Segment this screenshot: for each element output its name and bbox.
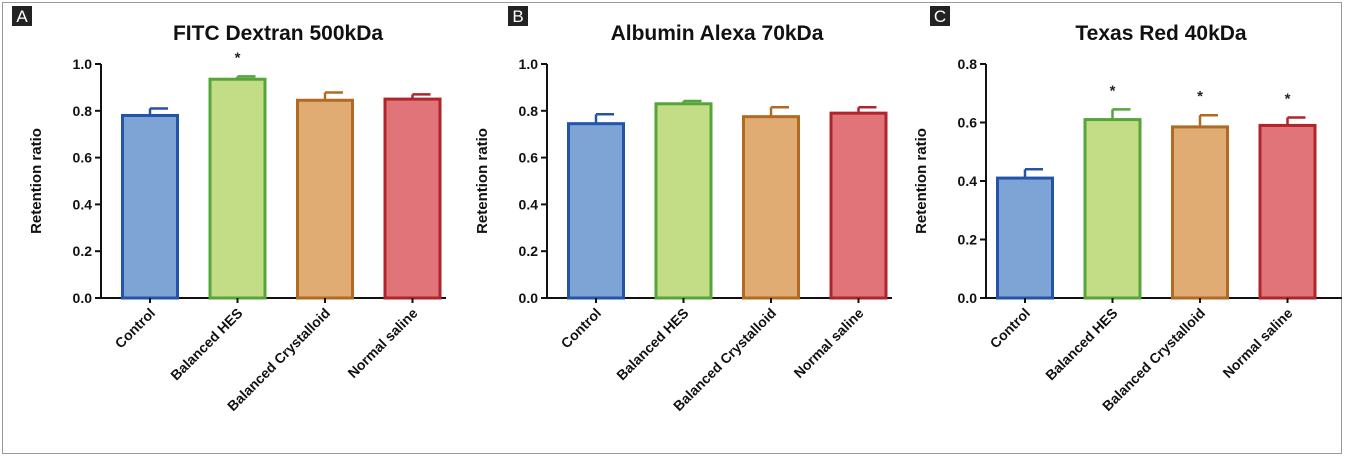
bar [567, 122, 625, 300]
y-axis-label: Retention ratio [28, 128, 45, 234]
panel-label-box [930, 6, 950, 26]
y-tick-label: 0.0 [958, 290, 978, 306]
y-tick-label: 0.2 [958, 232, 978, 248]
bar [1258, 123, 1317, 300]
y-tick-label: 1.0 [73, 56, 93, 72]
bar [121, 113, 179, 300]
y-tick-label: 0.8 [73, 103, 93, 119]
significance-marker: * [1285, 91, 1291, 108]
bar [1083, 118, 1142, 300]
significance-marker: * [235, 49, 241, 66]
chart-panel-A: A FITC Dextran 500kDa Retention ratio 0.0 0.… [12, 6, 446, 414]
chart-title: FITC Dextran 500kDa [173, 22, 383, 45]
significance-marker: * [1197, 88, 1203, 105]
bar [654, 102, 713, 300]
y-tick-label: 0.6 [519, 150, 539, 166]
x-tick-label: Balanced HES [167, 305, 245, 383]
x-tick-label: Balanced HES [613, 305, 691, 383]
panel-label: C [934, 7, 946, 26]
y-tick-label: 1.0 [519, 56, 539, 72]
bar [742, 115, 800, 300]
panel-label: A [16, 7, 28, 26]
panel-label-box [12, 6, 32, 26]
bar [829, 111, 888, 300]
y-tick-label: 0.0 [73, 290, 93, 306]
x-tick-label: Normal saline [1219, 305, 1295, 381]
bar [1171, 125, 1229, 300]
y-tick-label: 0.6 [958, 115, 978, 131]
y-tick-label: 0.8 [519, 103, 539, 119]
bar [208, 77, 267, 300]
bar [383, 97, 442, 300]
y-tick-label: 0.4 [519, 196, 539, 212]
significance-marker: * [1110, 82, 1116, 99]
x-tick-label: Control [987, 305, 1034, 352]
x-tick-label: Balanced HES [1042, 305, 1120, 383]
x-tick-label: Normal saline [344, 305, 420, 381]
panel-label: B [512, 7, 523, 26]
bar [996, 176, 1054, 300]
y-tick-label: 0.0 [519, 290, 539, 306]
y-tick-label: 0.8 [958, 56, 978, 72]
panel-label-box [508, 6, 528, 26]
x-tick-label: Control [112, 305, 159, 352]
chart-panel-C: C Texas Red 40kDa Retention ratio 0.0 0.2 0.4… [913, 6, 1342, 414]
y-tick-label: 0.4 [73, 196, 93, 212]
y-axis-label: Retention ratio [913, 128, 930, 234]
chart-title: Albumin Alexa 70kDa [611, 22, 824, 45]
x-tick-label: Control [558, 305, 605, 352]
y-tick-label: 0.4 [958, 173, 978, 189]
bar [296, 98, 354, 300]
chart-panel-B: B Albumin Alexa 70kDa Retention ratio 0.0 0.… [474, 6, 892, 414]
y-tick-label: 0.2 [73, 243, 93, 259]
y-tick-label: 0.2 [519, 243, 539, 259]
y-tick-label: 0.6 [73, 150, 93, 166]
y-axis-label: Retention ratio [474, 128, 491, 234]
chart-title: Texas Red 40kDa [1075, 22, 1247, 45]
x-tick-label: Normal saline [790, 305, 866, 381]
